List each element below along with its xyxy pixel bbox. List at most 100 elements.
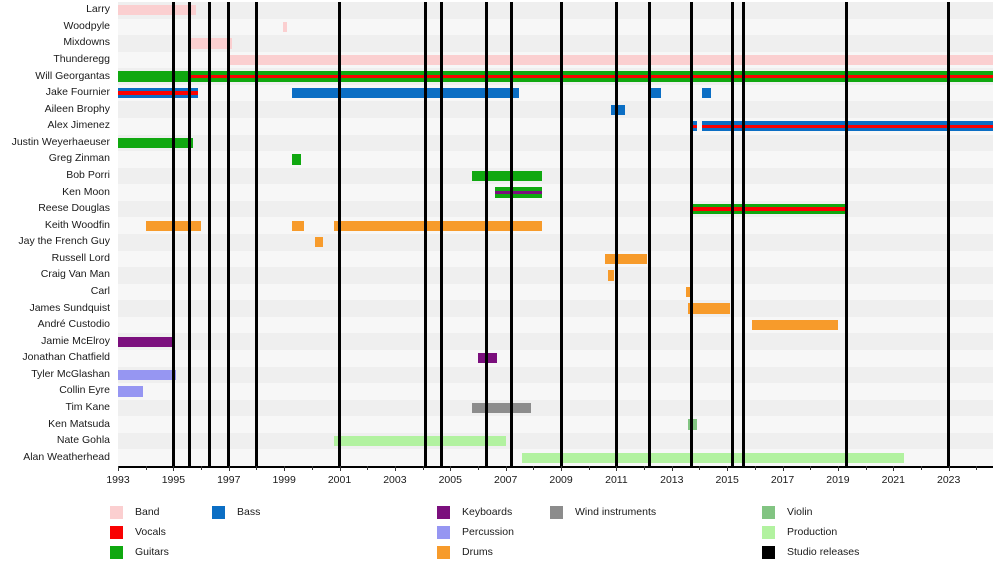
row-band	[118, 316, 993, 334]
timeline-bar-drums	[608, 270, 614, 281]
legend-bass-label: Bass	[237, 506, 261, 518]
y-label-bob-porri: Bob Porri	[66, 169, 110, 181]
y-label-tyler-mcglashan: Tyler McGlashan	[31, 367, 110, 380]
x-major-tick	[893, 466, 895, 471]
timeline-bar-band	[118, 5, 196, 16]
timeline-bar-drums	[605, 253, 647, 264]
x-major-tick	[339, 466, 341, 471]
x-major-tick	[394, 466, 396, 471]
timeline-bar-drums	[292, 220, 304, 231]
x-tick-label-2001: 2001	[327, 474, 352, 486]
x-minor-tick	[699, 466, 701, 470]
studio-release-line	[509, 2, 513, 466]
row-band	[118, 84, 993, 102]
timeline-bar-drums	[314, 237, 323, 248]
timeline-bar-vocals	[691, 124, 697, 129]
legend-keyboards-swatch	[437, 506, 450, 519]
y-label-jamie-mcelroy: Jamie McElroy	[41, 334, 110, 347]
legend-studio-releases-swatch	[762, 546, 775, 559]
x-minor-tick	[533, 466, 535, 470]
x-minor-tick	[201, 466, 203, 470]
timeline-bar-drums	[333, 220, 542, 231]
x-tick-label-2011: 2011	[605, 474, 628, 486]
row-band	[118, 350, 993, 367]
x-tick-label-2023: 2023	[937, 474, 961, 486]
legend-guitars-swatch	[110, 546, 123, 559]
timeline-bar-band	[282, 21, 287, 32]
studio-release-line	[947, 2, 951, 466]
row-band	[118, 18, 993, 36]
timeline-plot-area	[118, 2, 993, 466]
legend-percussion-swatch	[437, 526, 450, 539]
y-label-woodpyle: Woodpyle	[63, 19, 110, 32]
studio-release-line	[484, 2, 488, 466]
studio-release-line	[648, 2, 652, 466]
x-minor-tick	[422, 466, 424, 470]
timeline-bar-drums	[752, 320, 838, 331]
studio-release-line	[227, 2, 231, 466]
timeline-bar-production	[333, 436, 506, 447]
y-label-tim-kane: Tim Kane	[65, 401, 110, 413]
y-label-keith-woodfin: Keith Woodfin	[44, 218, 110, 231]
x-tick-label-1993: 1993	[106, 474, 130, 486]
chart-legend: Band Vocals Guitars Bass Keyboards Percussion…	[0, 502, 1000, 564]
x-minor-tick	[644, 466, 646, 470]
timeline-bar-bass	[649, 88, 661, 99]
row-band	[118, 283, 993, 301]
y-label-jake-fournier: Jake Fournier	[45, 86, 110, 99]
row-band	[118, 2, 993, 19]
timeline-bar-bass	[292, 88, 520, 99]
x-minor-tick	[477, 466, 479, 470]
y-label-russell-lord: Russell Lord	[51, 251, 110, 264]
x-minor-tick	[810, 466, 812, 470]
timeline-bar-drums	[688, 303, 730, 314]
x-major-tick	[118, 466, 119, 471]
x-minor-tick	[588, 466, 590, 470]
row-band	[118, 200, 993, 218]
y-label-jay-the-french-guy: Jay the French Guy	[18, 235, 110, 248]
legend-violin-label: Violin	[787, 506, 813, 518]
x-minor-tick	[311, 466, 313, 470]
row-band	[118, 416, 993, 433]
y-label-craig-van-man: Craig Van Man	[40, 268, 110, 281]
x-major-tick	[727, 466, 729, 471]
legend-wind-instruments-label: Wind instruments	[575, 506, 657, 518]
x-minor-tick	[256, 466, 258, 470]
studio-release-line	[559, 2, 563, 466]
legend-production-swatch	[762, 526, 775, 539]
timeline-bar-bass	[702, 88, 711, 99]
timeline-bar-wind	[472, 402, 531, 414]
x-major-tick	[782, 466, 784, 471]
x-minor-tick	[976, 466, 978, 470]
legend-bass-swatch	[212, 506, 225, 519]
y-label-ken-moon: Ken Moon	[62, 185, 110, 198]
x-tick-label-1995: 1995	[161, 474, 186, 486]
row-band	[118, 167, 993, 185]
timeline-bar-guitars	[472, 170, 542, 182]
row-band	[118, 217, 993, 234]
studio-release-line	[188, 2, 192, 466]
y-label-mixdowns: Mixdowns	[63, 36, 110, 49]
timeline-bar-guitars	[292, 154, 301, 165]
y-label-aileen-brophy: Aileen Brophy	[44, 102, 110, 115]
row-band	[118, 101, 993, 118]
timeline-bar-vocals	[118, 91, 199, 95]
x-tick-label-2003: 2003	[383, 474, 407, 486]
x-major-tick	[173, 466, 175, 471]
y-label-jonathan-chatfield: Jonathan Chatfield	[22, 351, 110, 364]
studio-release-line	[689, 2, 693, 466]
x-axis-line	[118, 466, 993, 468]
row-band	[118, 333, 993, 350]
x-major-tick	[284, 466, 286, 471]
timeline-bar-drums	[685, 286, 692, 298]
row-band	[118, 300, 993, 317]
row-band	[118, 234, 993, 251]
legend-vocals-label: Vocals	[135, 526, 166, 538]
x-tick-label-2013: 2013	[660, 474, 684, 486]
y-label-alex-jimenez: Alex Jimenez	[47, 119, 110, 132]
x-tick-label-2015: 2015	[715, 474, 739, 486]
legend-guitars-label: Guitars	[135, 546, 169, 558]
x-tick-label-2005: 2005	[438, 474, 462, 486]
x-tick-label-2007: 2007	[493, 474, 518, 486]
x-tick-label-2019: 2019	[826, 474, 850, 486]
